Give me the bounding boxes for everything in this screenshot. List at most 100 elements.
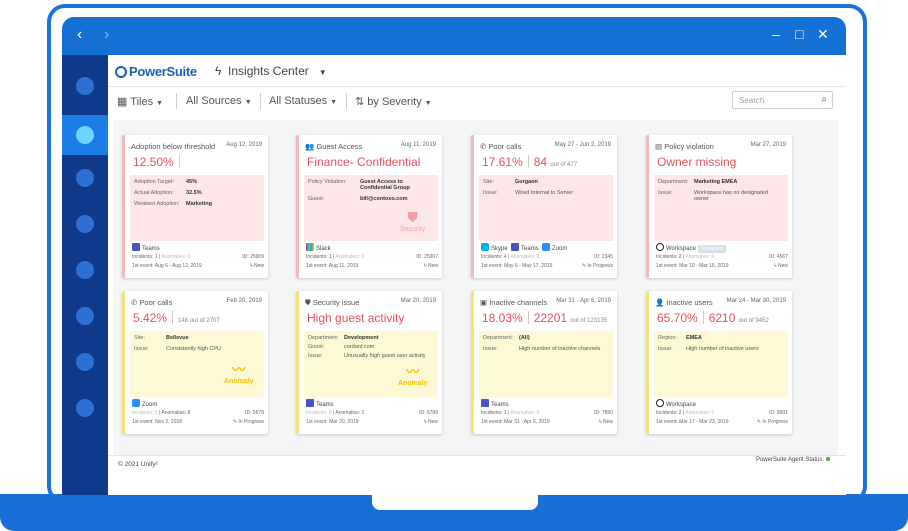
teams-icon <box>481 399 489 407</box>
rail-item-5[interactable] <box>76 261 94 279</box>
rail-item-7[interactable] <box>76 353 94 371</box>
card-date: Mar 31 - Apr 6, 2019 <box>556 298 611 304</box>
skype-icon <box>481 243 489 251</box>
back-icon[interactable]: ‹ <box>77 26 83 43</box>
incidents-count: Incidents: 1 <box>132 254 158 260</box>
app-name: Teams <box>142 246 160 252</box>
card-title: Adoption below threshold <box>131 142 216 151</box>
rail-item-6[interactable] <box>76 307 94 325</box>
card-counts: Incidents: 1 | Anomalies: 0 ID: 25909 <box>132 254 264 260</box>
incidents-count: Incidents: 1 <box>481 410 507 416</box>
metric-value: 17.61% <box>482 155 523 169</box>
tiles-dropdown[interactable]: ▦ Tiles ▼ <box>117 95 163 108</box>
user-icon: 👤 <box>655 298 665 307</box>
phone-icon: ✆ <box>131 298 138 307</box>
search-icon[interactable]: ⌕ <box>821 94 827 105</box>
anomalies-count: Anomalies: 1 <box>335 410 365 416</box>
card-event: 1st event: Mar 17 - Mar 23, 2019 ✎ In Pro… <box>656 419 788 425</box>
powersuite-logo[interactable]: PowerSuite <box>115 64 197 79</box>
insight-card[interactable]: Adoption below threshold Aug 12, 2019 12… <box>122 135 268 278</box>
card-id: ID: 8901 <box>769 410 788 416</box>
forward-icon[interactable]: › <box>104 26 110 43</box>
laptop-notch <box>370 494 540 512</box>
card-date: Mar 27, 2019 <box>750 142 786 148</box>
insight-card[interactable]: ✆ Poor calls Feb 20, 2019 5.42% 146 out o… <box>122 291 268 434</box>
metric-value: 12.50% <box>133 155 174 169</box>
incidents-count: Incidents: 2 <box>656 410 682 416</box>
first-event: 1st event: Mar 17 - Mar 23, 2019 <box>656 419 729 425</box>
workspace-icon <box>656 399 664 407</box>
logo-icon <box>115 66 127 78</box>
card-details: Adoption Target: 45% Actual Adoption: 32.5… <box>130 175 264 241</box>
rail-item-8[interactable] <box>76 399 94 417</box>
card-counts: Incidents: 2 | Anomalies: 0 ID: 8901 <box>656 410 788 416</box>
sources-dropdown[interactable]: All Sources ▼ <box>186 95 252 107</box>
rail-item-3[interactable] <box>76 169 94 187</box>
status-label: New <box>427 263 438 269</box>
card-date: May 27 - Jun 2, 2019 <box>554 142 611 148</box>
insight-card[interactable]: ▤ Policy violation Mar 27, 2019 Owner mi… <box>646 135 792 278</box>
status-badge: ϟ New <box>598 419 613 425</box>
card-metric: 65.70% 6210 out of 9452 <box>657 311 769 325</box>
card-metric: High guest activity <box>307 311 404 325</box>
agent-status-label: PowerSuite Agent Status: <box>755 457 824 463</box>
status-badge: ✎ In Progress <box>581 263 613 269</box>
maximize-icon[interactable]: □ <box>795 26 804 42</box>
anomalies-count: Anomalies: 0 <box>161 254 191 260</box>
detail-key: Region: <box>658 335 677 341</box>
metric-count: 84 <box>533 155 548 169</box>
card-metric: Finance- Confidential <box>307 155 420 169</box>
status-badge: ✎ In Progress <box>756 419 788 425</box>
detail-value: 45% <box>186 179 198 185</box>
sort-dropdown[interactable]: ⇅ by Severity ▼ <box>355 95 432 108</box>
detail-value: High number of inactive users <box>686 346 759 352</box>
card-event: 1st event: Aug 6 - Aug 12, 2019 ϟ New <box>132 263 264 269</box>
card-title-wrap: 👤 Inactive users <box>655 298 713 307</box>
detail-value: Workspace has no designated owner <box>694 190 768 202</box>
status-label: In Progress <box>587 263 613 269</box>
teams-icon <box>306 399 314 407</box>
card-app: Workspace Sustained <box>656 243 726 253</box>
insight-card[interactable]: ✆ Poor calls May 27 - Jun 2, 2019 17.61%… <box>471 135 617 278</box>
anomalies-count: Anomalies: 0 <box>510 410 540 416</box>
insight-card[interactable]: 👤 Inactive users Mar 24 - Mar 30, 2019 6… <box>646 291 792 434</box>
rail-item-active[interactable] <box>62 115 108 155</box>
chevron-down-icon: ▼ <box>318 68 327 77</box>
card-counts: Incidents: 0 | Anomalies: 8 ID: 5678 <box>132 410 264 416</box>
section-label: Insights Center <box>228 64 309 78</box>
rail-item-1[interactable] <box>76 77 94 95</box>
card-app: Slack <box>306 243 331 252</box>
card-app: Zoom <box>132 399 157 408</box>
app-main: PowerSuite ϟ Insights Center ▼ ▦ Tiles ▼… <box>108 55 846 495</box>
status-label: In Progress <box>238 419 264 425</box>
detail-key: Weakest Adoption: <box>134 201 180 207</box>
detail-key: Department: <box>658 179 689 185</box>
left-rail <box>62 55 108 495</box>
insight-card[interactable]: 👥 Guest Access Aug 11, 2019 Finance- Con… <box>296 135 442 278</box>
close-icon[interactable]: ✕ <box>817 26 829 42</box>
card-date: Aug 12, 2019 <box>226 142 262 148</box>
minimize-icon[interactable]: – <box>772 26 780 42</box>
detail-value: 32.5% <box>186 190 202 196</box>
zoom-icon <box>132 399 140 407</box>
status-label: New <box>253 263 264 269</box>
search-input[interactable]: Search ⌕ <box>732 91 833 109</box>
detail-key: Department: <box>308 335 339 341</box>
first-event: 1st event: Aug 11, 2019 <box>306 263 359 269</box>
app-footer: © 2021 Unify² PowerSuite Agent Status: <box>108 455 846 495</box>
statuses-dropdown[interactable]: All Statuses ▼ <box>269 95 337 107</box>
rail-item-4[interactable] <box>76 215 94 233</box>
insight-card[interactable]: ⛊ Security issue Mar 20, 2019 High guest… <box>296 291 442 434</box>
severity-bar <box>646 291 649 434</box>
card-title-wrap: ⛊ Security issue <box>305 298 359 308</box>
card-counts: Incidents: 4 | Anomalies: 0 ID: 2345 <box>481 254 613 260</box>
insight-card[interactable]: ▣ Inactive channels Mar 31 - Apr 6, 2019… <box>471 291 617 434</box>
insights-center-menu[interactable]: ϟ Insights Center ▼ <box>215 64 327 78</box>
card-id: ID: 7890 <box>594 410 613 416</box>
severity-bar <box>296 291 299 434</box>
rail-item-2[interactable] <box>76 126 94 144</box>
detail-key: Adoption Target: <box>134 179 174 185</box>
card-counts: Incidents: 2 | Anomalies: 0 ID: 4567 <box>656 254 788 260</box>
copyright: © 2021 Unify² <box>118 461 158 468</box>
metric-total: out of 9452 <box>738 318 769 324</box>
